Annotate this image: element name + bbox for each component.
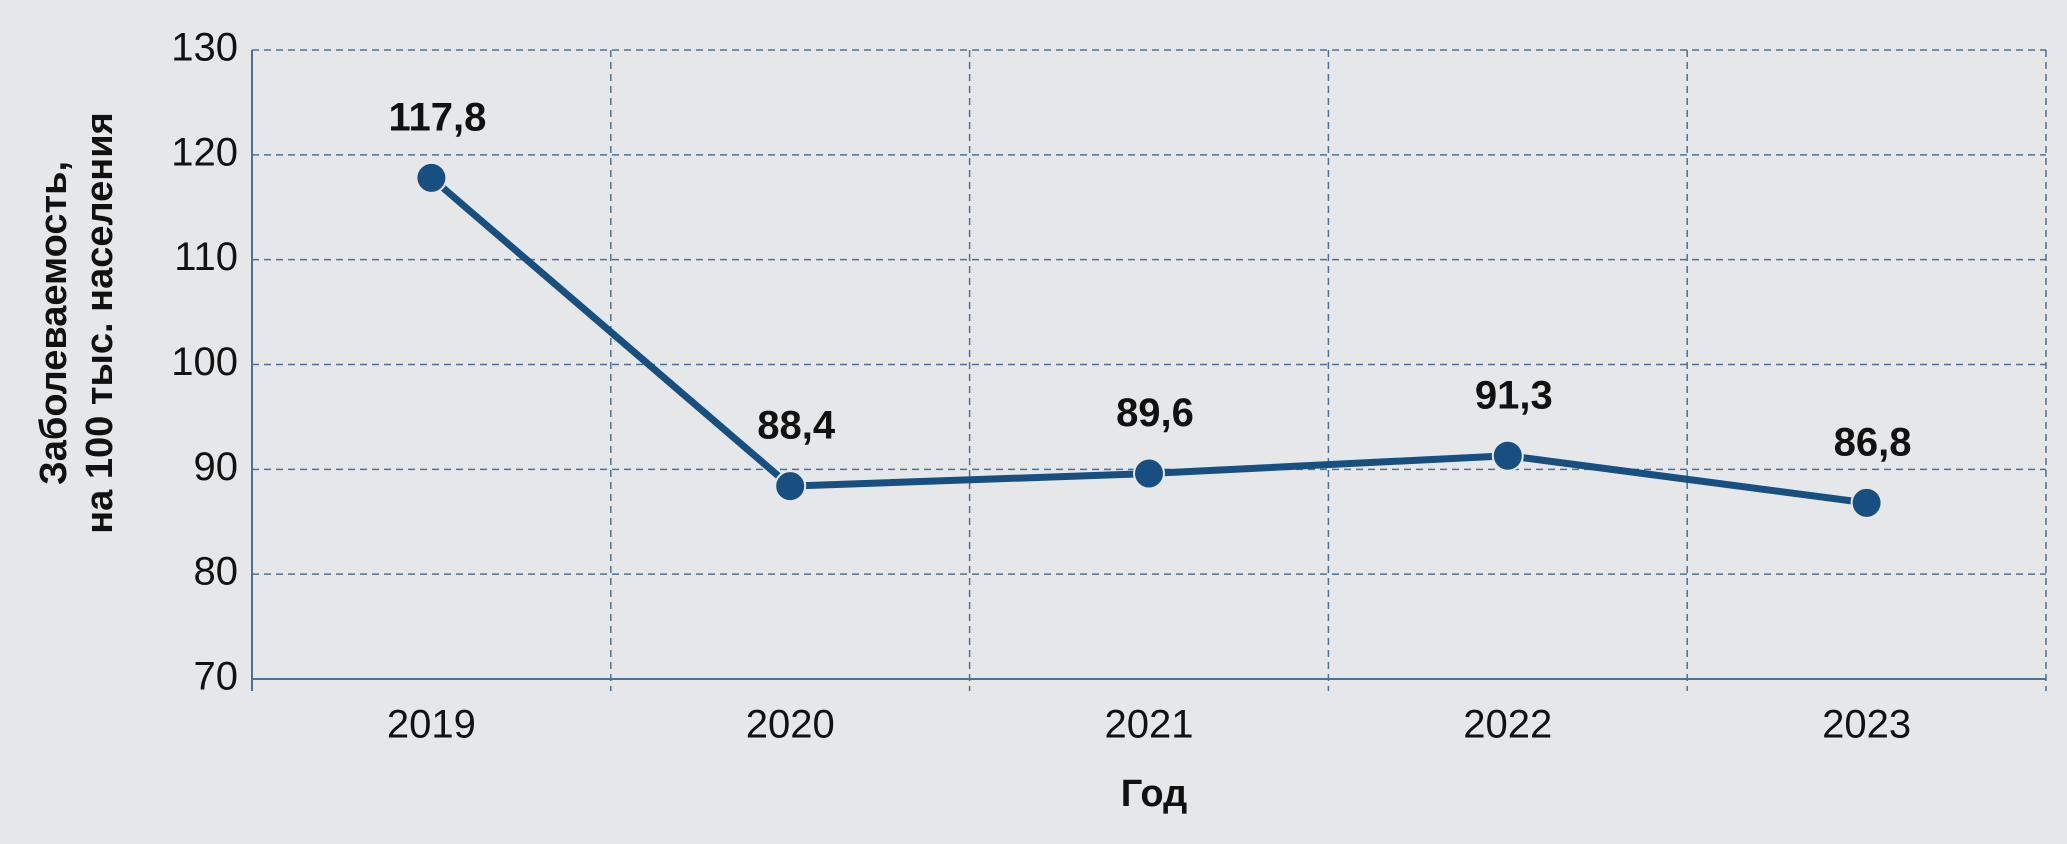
- x-axis-title: Год: [1121, 773, 1187, 815]
- y-tick-label: 80: [194, 550, 239, 594]
- y-tick-label: 120: [171, 130, 238, 174]
- data-label: 89,6: [1116, 391, 1194, 435]
- x-tick-label: 2022: [1463, 703, 1552, 747]
- point: [1133, 457, 1165, 490]
- x-tick-label: 2021: [1105, 703, 1194, 747]
- y-tick-label: 90: [194, 445, 239, 489]
- y-tick-label: 130: [171, 26, 238, 70]
- data-label: 117,8: [388, 95, 486, 139]
- x-tick-label: 2019: [387, 703, 476, 747]
- point: [1850, 486, 1883, 519]
- point: [1491, 439, 1524, 472]
- y-tick-label: 70: [194, 655, 239, 699]
- y-tick-label: 110: [174, 235, 238, 279]
- x-tick-label: 2020: [746, 703, 835, 747]
- y-axis-title: Заболеваемость,: [33, 161, 75, 485]
- data-label: 91,3: [1475, 373, 1553, 417]
- data-label: 86,8: [1834, 420, 1912, 464]
- point: [774, 470, 807, 503]
- y-axis-title: на 100 тыс. населения: [79, 112, 121, 534]
- data-label: 88,4: [757, 404, 836, 448]
- point: [415, 161, 448, 194]
- y-tick-label: 100: [171, 340, 238, 384]
- x-tick-label: 2023: [1822, 703, 1911, 747]
